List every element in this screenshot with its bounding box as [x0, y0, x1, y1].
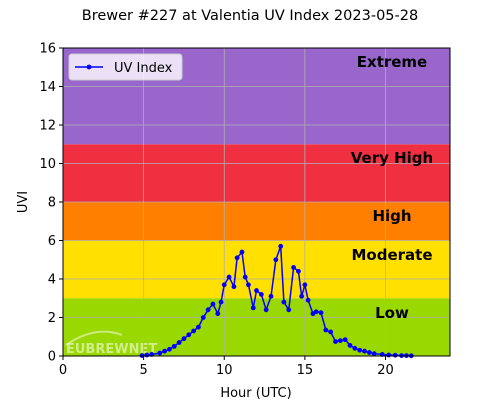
- data-point: [218, 299, 224, 305]
- data-point: [176, 340, 182, 345]
- band-label: Moderate: [351, 246, 432, 264]
- data-point: [200, 315, 206, 320]
- chart-title: Brewer #227 at Valentia UV Index 2023-05…: [82, 8, 418, 24]
- data-point: [371, 351, 377, 357]
- band-label: Extreme: [357, 53, 427, 71]
- y-tick-label: 14: [39, 80, 56, 95]
- data-point: [357, 347, 363, 353]
- legend: UV Index: [68, 53, 183, 81]
- data-point: [362, 348, 367, 354]
- x-tick-label: 10: [216, 363, 233, 378]
- data-point: [286, 307, 292, 313]
- data-point: [171, 343, 177, 349]
- data-point: [246, 282, 251, 288]
- data-point: [263, 307, 269, 313]
- data-point: [144, 352, 150, 358]
- data-point: [181, 336, 187, 342]
- y-tick-label: 12: [39, 119, 56, 134]
- band-label: High: [372, 207, 411, 225]
- data-point: [167, 346, 172, 352]
- x-tick-label: 20: [377, 363, 394, 378]
- data-point: [333, 339, 338, 344]
- data-point: [162, 348, 167, 354]
- band-label: Low: [375, 304, 409, 322]
- data-point: [254, 288, 259, 293]
- data-point: [318, 310, 324, 316]
- data-point: [191, 328, 197, 334]
- data-point: [278, 243, 284, 249]
- y-tick-label: 16: [39, 42, 56, 57]
- x-tick-label: 5: [139, 363, 147, 378]
- data-point: [250, 305, 256, 311]
- y-tick-label: 4: [48, 273, 56, 288]
- data-point: [281, 299, 287, 305]
- legend-marker: [86, 64, 92, 70]
- data-point: [242, 274, 248, 280]
- legend-label: UV Index: [114, 61, 173, 76]
- y-tick-label: 10: [39, 157, 56, 172]
- data-point: [305, 297, 311, 303]
- data-point: [342, 337, 348, 343]
- data-point: [313, 309, 319, 315]
- watermark-swoosh: [65, 330, 123, 346]
- data-point: [352, 345, 358, 351]
- data-point: [328, 329, 334, 335]
- band-label: Very High: [351, 149, 433, 167]
- data-point: [386, 352, 392, 358]
- data-point: [221, 282, 227, 288]
- data-point: [196, 324, 201, 330]
- data-point: [296, 268, 301, 274]
- data-point: [323, 327, 329, 333]
- data-point: [337, 338, 343, 343]
- y-tick-label: 2: [48, 311, 56, 326]
- legend-box: [68, 53, 183, 81]
- data-point: [234, 255, 240, 261]
- data-point: [186, 332, 192, 338]
- data-point: [231, 284, 237, 290]
- data-point: [273, 257, 279, 263]
- x-tick-label: 15: [297, 363, 314, 378]
- y-tick-label: 6: [48, 234, 56, 249]
- data-point: [347, 343, 353, 348]
- data-point: [299, 293, 305, 299]
- data-point: [302, 282, 308, 288]
- watermark-logo: EUBREWNET: [66, 342, 157, 357]
- data-point: [210, 301, 216, 307]
- data-point: [215, 311, 221, 317]
- data-point: [258, 292, 264, 297]
- data-point: [268, 293, 274, 299]
- data-point: [226, 274, 232, 280]
- plot-area: EUBREWNET Low Moderate High Very High Extreme…: [39, 42, 451, 378]
- data-point: [157, 350, 163, 356]
- y-tick-label: 8: [48, 196, 56, 211]
- data-point: [239, 249, 245, 255]
- y-tick-label: 0: [48, 350, 56, 365]
- data-point: [366, 350, 372, 355]
- data-point: [291, 265, 296, 270]
- series-line-uv-index: [141, 246, 412, 357]
- data-point: [392, 352, 398, 358]
- y-axis-label: UVI: [16, 191, 31, 213]
- data-point: [205, 307, 211, 313]
- x-tick-label: 0: [59, 363, 67, 378]
- x-axis-label: Hour (UTC): [220, 386, 291, 400]
